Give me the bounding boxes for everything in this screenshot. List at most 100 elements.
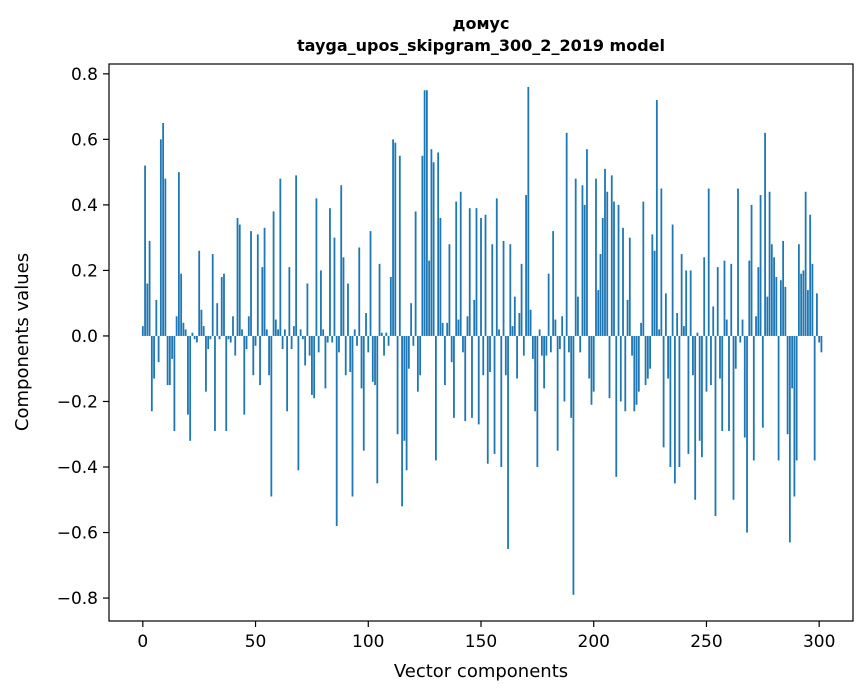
bar-27 [202, 326, 205, 336]
bar-12 [168, 335, 171, 386]
bar-99 [365, 313, 367, 336]
x-tick-label: 200 [578, 632, 610, 652]
bar-33 [216, 303, 219, 336]
bar-138 [453, 335, 455, 418]
bar-152 [484, 214, 487, 336]
bar-181 [549, 335, 552, 353]
bar-270 [750, 204, 753, 336]
bar-22 [191, 332, 194, 336]
x-tick-label: 100 [352, 632, 384, 652]
bar-81 [324, 335, 327, 389]
bar-116 [403, 335, 406, 441]
bar-169 [522, 335, 525, 356]
bar-85 [333, 237, 336, 336]
bar-298 [813, 335, 816, 461]
bar-134 [444, 335, 446, 386]
bar-57 [270, 335, 273, 497]
bar-29 [207, 335, 210, 350]
bar-187 [563, 335, 566, 402]
bar-154 [489, 335, 491, 372]
bar-280 [773, 257, 775, 336]
bar-93 [351, 335, 354, 497]
bar-297 [811, 263, 814, 336]
bar-143 [464, 335, 467, 422]
bar-199 [590, 335, 593, 405]
y-tick-label: −0.4 [57, 458, 98, 478]
bar-37 [225, 335, 228, 431]
bar-141 [459, 191, 462, 336]
bar-64 [286, 335, 289, 412]
bar-24 [196, 335, 198, 343]
bar-100 [367, 335, 370, 353]
bar-15 [175, 316, 178, 336]
bar-221 [640, 322, 642, 336]
x-axis-ticks: 0 50 100 150 200 250 300 [137, 621, 835, 652]
bar-192 [574, 178, 577, 336]
bar-225 [649, 335, 651, 369]
bar-46 [245, 335, 248, 350]
bar-252 [710, 335, 712, 386]
bar-114 [398, 155, 401, 336]
bar-149 [477, 335, 480, 425]
bar-95 [356, 335, 358, 346]
bar-16 [177, 172, 180, 336]
bar-255 [716, 267, 719, 336]
bar-103 [374, 335, 376, 386]
bar-261 [730, 263, 733, 336]
bar-34 [218, 335, 221, 340]
bar-104 [376, 335, 379, 484]
y-tick-label: 0.8 [71, 65, 98, 85]
bar-278 [768, 191, 771, 336]
bar-121 [414, 211, 417, 336]
bar-226 [651, 234, 654, 336]
bar-80 [322, 329, 325, 336]
bar-3 [148, 240, 151, 336]
bar-42 [236, 217, 239, 336]
bar-28 [205, 335, 207, 392]
bar-202 [597, 290, 600, 336]
bar-253 [712, 306, 715, 336]
bar-123 [419, 335, 422, 376]
bar-39 [229, 335, 232, 343]
bar-54 [263, 227, 266, 336]
bar-200 [592, 335, 595, 392]
bar-98 [362, 335, 365, 451]
bar-68 [295, 175, 298, 336]
bar-119 [410, 303, 413, 336]
bar-13 [171, 335, 174, 359]
bar-196 [583, 204, 586, 336]
bar-188 [565, 132, 568, 336]
bar-185 [559, 335, 561, 350]
bar-163 [509, 244, 512, 336]
bar-19 [184, 329, 187, 336]
bar-10 [164, 178, 167, 336]
bar-9 [162, 122, 165, 336]
bar-146 [471, 335, 473, 418]
bar-201 [595, 178, 597, 336]
bar-118 [407, 335, 410, 369]
bar-73 [306, 283, 309, 336]
bar-286 [786, 335, 789, 435]
bar-219 [635, 335, 638, 405]
y-tick-label: −0.8 [57, 589, 98, 609]
bar-266 [741, 319, 744, 336]
bar-242 [687, 335, 690, 454]
bar-205 [604, 168, 606, 336]
bar-288 [791, 335, 794, 389]
bar-295 [807, 290, 809, 336]
bar-63 [283, 329, 286, 336]
bar-230 [660, 188, 663, 336]
bar-140 [457, 319, 460, 336]
bar-227 [653, 250, 656, 336]
bar-177 [540, 335, 543, 356]
bar-214 [624, 335, 627, 412]
bar-132 [439, 217, 442, 336]
bar-258 [723, 260, 726, 336]
bar-45 [243, 335, 246, 415]
bar-105 [378, 263, 381, 336]
bar-21 [189, 335, 192, 441]
bar-130 [435, 335, 437, 461]
bar-51 [256, 234, 259, 336]
bar-237 [676, 313, 679, 336]
